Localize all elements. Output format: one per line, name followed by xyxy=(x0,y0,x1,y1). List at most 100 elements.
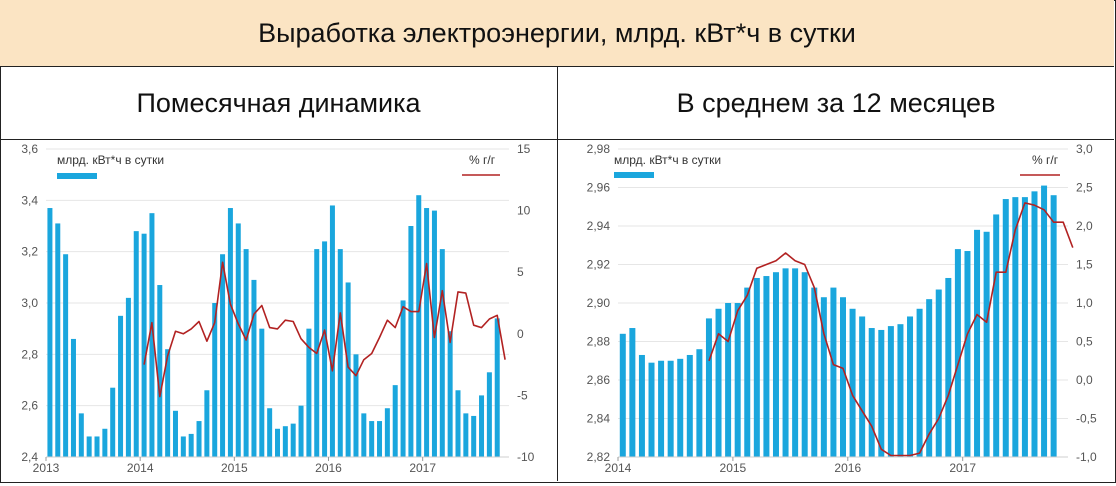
right-tick-label: -1,0 xyxy=(1076,450,1097,464)
bar xyxy=(782,268,789,457)
legend-bar-label: млрд. кВт*ч в сутки xyxy=(57,153,164,167)
bar xyxy=(55,223,61,457)
left-subtitle-cell: Помесячная динамика xyxy=(0,67,558,140)
bar xyxy=(897,324,904,457)
right-subtitle-cell: В среднем за 12 месяцев xyxy=(558,67,1114,140)
bar xyxy=(165,349,171,457)
bar xyxy=(78,413,84,457)
right-tick-label: 15 xyxy=(517,142,531,156)
bar xyxy=(235,223,241,457)
bar xyxy=(1021,197,1028,457)
bar xyxy=(705,318,712,457)
bar xyxy=(629,328,636,457)
bar xyxy=(926,299,933,457)
bar xyxy=(118,315,124,457)
title-band: Выработка электроэнергии, млрд. кВт*ч в … xyxy=(0,0,1114,67)
bar xyxy=(974,229,981,457)
legend-bar-label: млрд. кВт*ч в сутки xyxy=(614,153,721,167)
right-tick-label: 5 xyxy=(517,265,524,279)
bar xyxy=(792,268,799,457)
bar xyxy=(212,303,218,457)
bar xyxy=(658,360,665,457)
left-tick-label: 3,0 xyxy=(21,296,38,310)
bar xyxy=(486,372,492,457)
x-tick-label: 2016 xyxy=(315,461,342,475)
legend-bar-swatch xyxy=(614,172,654,178)
bar xyxy=(715,308,722,457)
main-title: Выработка электроэнергии, млрд. кВт*ч в … xyxy=(258,17,856,48)
bar xyxy=(840,297,846,457)
bar xyxy=(94,436,100,457)
bar xyxy=(141,233,147,457)
left-tick-label: 2,98 xyxy=(587,142,611,156)
bar xyxy=(619,333,626,457)
bar xyxy=(753,277,760,457)
bar xyxy=(859,316,866,457)
bar xyxy=(964,251,971,457)
left-tick-label: 2,6 xyxy=(21,399,38,413)
bar xyxy=(220,254,226,457)
bar xyxy=(935,289,942,457)
right-tick-label: -0,5 xyxy=(1076,412,1097,426)
left-tick-label: 2,4 xyxy=(21,450,38,464)
left-tick-label: 3,4 xyxy=(21,193,38,207)
left-tick-label: 2,84 xyxy=(587,412,611,426)
right-tick-label: 1,0 xyxy=(1076,296,1093,310)
bar xyxy=(447,331,453,457)
bar xyxy=(416,195,422,457)
bar xyxy=(63,254,69,457)
bar xyxy=(463,413,469,457)
bar xyxy=(353,354,359,457)
left-tick-label: 3,2 xyxy=(21,245,38,259)
bar xyxy=(47,208,53,457)
x-tick-label: 2017 xyxy=(949,461,976,475)
bar xyxy=(734,303,741,457)
right-tick-label: 0 xyxy=(517,327,524,341)
x-tick-label: 2015 xyxy=(720,461,747,475)
bar xyxy=(125,297,131,457)
bar xyxy=(494,318,500,457)
bar xyxy=(282,426,288,457)
x-tick-label: 2017 xyxy=(409,461,436,475)
bar xyxy=(983,231,990,457)
left-subtitle: Помесячная динамика xyxy=(136,87,421,118)
bar xyxy=(1012,197,1019,457)
bar xyxy=(369,421,375,457)
left-tick-label: 2,94 xyxy=(587,219,611,233)
legend-line-label: % г/г xyxy=(469,153,496,167)
left-tick-label: 2,8 xyxy=(21,347,38,361)
bar xyxy=(1031,191,1038,457)
bar xyxy=(811,287,818,457)
bar xyxy=(204,390,210,457)
bar xyxy=(157,285,163,457)
bar xyxy=(251,279,257,457)
bar xyxy=(267,408,273,457)
right-tick-label: 2,0 xyxy=(1076,219,1093,233)
right-tick-label: 0,0 xyxy=(1076,373,1093,387)
bar xyxy=(298,405,304,457)
bar xyxy=(424,208,430,457)
bar xyxy=(133,231,139,457)
right-tick-label: 2,5 xyxy=(1076,181,1093,195)
bar xyxy=(377,421,383,457)
bar xyxy=(820,297,827,457)
left-tick-label: 3,6 xyxy=(21,142,38,156)
x-tick-label: 2014 xyxy=(127,461,154,475)
bar xyxy=(479,395,485,457)
bar xyxy=(400,300,406,457)
bar xyxy=(868,328,875,457)
left-tick-label: 2,96 xyxy=(587,181,611,195)
left-tick-label: 2,82 xyxy=(587,450,611,464)
bar xyxy=(725,303,732,457)
bar xyxy=(275,428,280,457)
x-tick-label: 2016 xyxy=(834,461,861,475)
bar xyxy=(306,328,312,457)
bar xyxy=(322,241,328,457)
bar xyxy=(993,214,1000,457)
monthly-chart-panel: 2,4 2,6 2,8 3,0 3,2 3,4 3,6 -10 -5 0 5 10 15 2013 2014… xyxy=(0,140,558,481)
x-tick-label: 2013 xyxy=(33,461,60,475)
right-tick-label: 1,5 xyxy=(1076,258,1093,272)
legend-line-label: % г/г xyxy=(1032,153,1059,167)
bar xyxy=(455,390,461,457)
bar xyxy=(227,208,233,457)
